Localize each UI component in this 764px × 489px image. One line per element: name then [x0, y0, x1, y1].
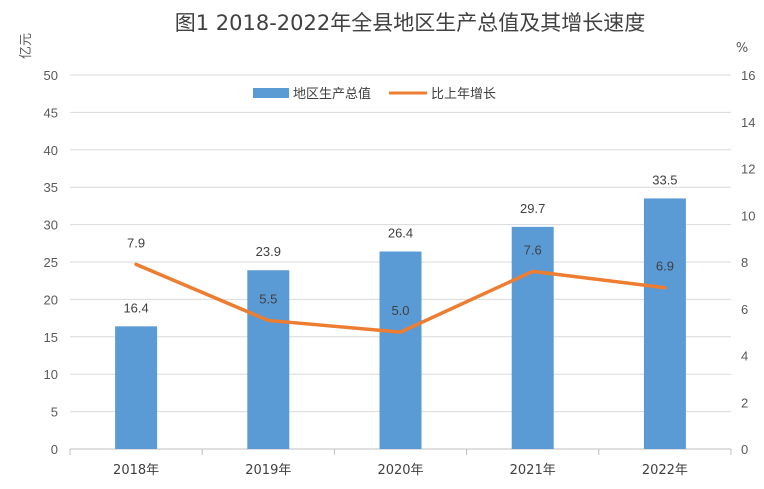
- line-point: [531, 269, 535, 273]
- left-tick-label: 45: [44, 105, 58, 120]
- category-label: 2022年: [642, 463, 688, 478]
- legend: 地区生产总值 比上年增长: [253, 86, 496, 102]
- line-value-label: 7.9: [127, 235, 145, 250]
- left-tick-label: 40: [44, 143, 58, 158]
- bar: [511, 226, 554, 449]
- left-tick-label: 0: [51, 442, 58, 457]
- bar: [115, 326, 158, 449]
- category-label: 2020年: [377, 463, 423, 478]
- right-tick-label: 12: [741, 162, 755, 177]
- left-tick-label: 5: [51, 405, 58, 420]
- line-point: [266, 318, 270, 322]
- line-value-label: 5.0: [391, 303, 409, 318]
- line-point: [399, 330, 402, 334]
- left-axis-ticks: 0 5 10 15 20 25 30 35 40 45 50: [44, 68, 58, 457]
- right-tick-label: 4: [741, 349, 748, 364]
- right-tick-label: 0: [741, 442, 748, 457]
- line-point: [663, 286, 667, 290]
- line-data-labels: 7.9 5.5 5.0 7.6 6.9: [127, 235, 674, 318]
- legend-bar-swatch: [253, 88, 289, 98]
- bar: [643, 198, 686, 449]
- bar-series: [115, 198, 686, 449]
- chart-title: 图1 2018-2022年全县地区生产总值及其增长速度: [175, 11, 646, 35]
- line-value-label: 6.9: [656, 259, 674, 274]
- left-tick-label: 50: [44, 68, 58, 83]
- right-tick-label: 16: [741, 68, 755, 83]
- category-label: 2021年: [510, 463, 556, 478]
- left-tick-label: 30: [44, 218, 58, 233]
- category-label: 2018年: [113, 463, 159, 478]
- line-series: [134, 262, 667, 334]
- legend-bar-label: 地区生产总值: [293, 86, 371, 102]
- bar-value-label: 23.9: [256, 244, 281, 259]
- line-point: [134, 262, 138, 266]
- left-axis-unit: 亿元: [19, 33, 34, 59]
- right-tick-label: 14: [741, 115, 755, 130]
- left-tick-label: 35: [44, 180, 58, 195]
- left-tick-label: 20: [44, 292, 58, 307]
- right-tick-label: 2: [741, 395, 748, 410]
- bar-data-labels: 16.4 23.9 26.4 29.7 33.5: [123, 172, 677, 315]
- right-tick-label: 8: [741, 255, 748, 270]
- right-axis-unit: %: [736, 41, 748, 56]
- left-tick-label: 25: [44, 255, 58, 270]
- bar-value-label: 16.4: [123, 300, 148, 315]
- right-axis-ticks: 0 2 4 6 8 10 12 14 16: [741, 68, 755, 457]
- line-value-label: 5.5: [259, 291, 277, 306]
- bar: [379, 251, 422, 449]
- category-label: 2019年: [245, 463, 291, 478]
- line-value-label: 7.6: [524, 242, 542, 257]
- category-labels: 2018年 2019年 2020年 2021年 2022年: [113, 463, 688, 478]
- bar-value-label: 33.5: [652, 172, 677, 187]
- bar: [247, 270, 290, 449]
- bar-value-label: 29.7: [520, 201, 545, 216]
- right-tick-label: 10: [741, 208, 755, 223]
- left-tick-label: 15: [44, 330, 58, 345]
- right-tick-label: 6: [741, 302, 748, 317]
- legend-line-label: 比上年增长: [431, 87, 496, 102]
- bar-value-label: 26.4: [388, 226, 413, 241]
- left-tick-label: 10: [44, 367, 58, 382]
